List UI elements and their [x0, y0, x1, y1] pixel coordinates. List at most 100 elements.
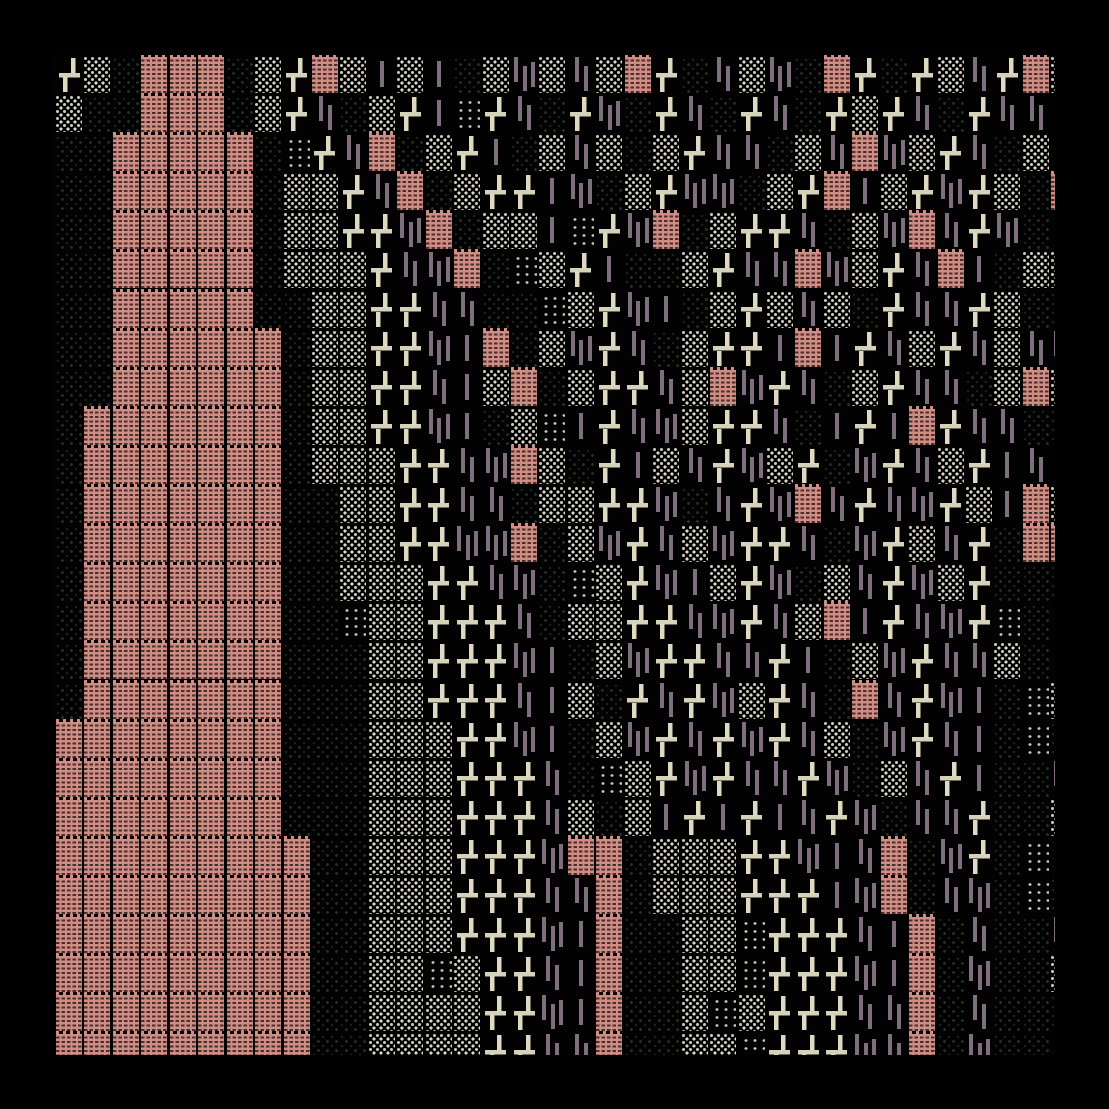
- tile-purple-dash-bars: [795, 369, 822, 406]
- tile-dark-dots: [624, 877, 651, 914]
- tile-pink-weave-block: [141, 640, 168, 680]
- tile-cream-cross-glyph: [454, 682, 481, 719]
- tile-cream-cross-glyph: [710, 721, 737, 758]
- tile-dark-dots: [1022, 565, 1049, 602]
- tile-purple-dash-bars: [823, 135, 850, 172]
- tile-dense-light-dots: [596, 721, 623, 758]
- tile-dark-dots: [823, 369, 850, 406]
- tile-dense-light-dots: [340, 291, 367, 328]
- tile-dark-dots: [994, 917, 1021, 954]
- tile-dense-light-dots: [624, 174, 651, 211]
- tile-pink-weave-block: [255, 366, 282, 406]
- tile-pink-weave-block: [169, 757, 196, 797]
- tile-purple-dash-bars: [1051, 213, 1055, 250]
- tile-cream-cross-glyph: [681, 682, 708, 719]
- tile-pink-weave-block: [795, 327, 822, 367]
- tile-pink-weave-block: [1022, 484, 1049, 524]
- tile-purple-dash-bars: [710, 174, 737, 211]
- tile-cream-cross-glyph: [795, 956, 822, 993]
- tile-dark-dots: [539, 369, 566, 406]
- tile-purple-dash-bars: [482, 487, 509, 524]
- tile-dense-light-dots: [482, 57, 509, 93]
- tile-pink-weave-block: [198, 523, 225, 563]
- tile-pink-weave-block: [112, 953, 139, 993]
- tile-dense-light-dots: [425, 917, 452, 954]
- tile-purple-dash-bars: [880, 135, 907, 172]
- tile-pink-weave-block: [56, 835, 82, 875]
- tile-purple-dash-bars: [738, 721, 765, 758]
- tile-pink-weave-block: [56, 1031, 82, 1055]
- tile-dense-light-dots: [368, 917, 395, 954]
- tile-sparse-light-dots: [1022, 877, 1049, 914]
- tile-cream-cross-glyph: [454, 877, 481, 914]
- tile-cream-cross-glyph: [738, 291, 765, 328]
- tile-purple-dash-bars: [937, 526, 964, 563]
- tile-dark-dots: [255, 174, 282, 211]
- tile-purple-dash-bars: [738, 447, 765, 484]
- tile-pink-weave-block: [823, 171, 850, 211]
- tile-dark-dots: [624, 995, 651, 1032]
- tile-cream-cross-glyph: [823, 96, 850, 133]
- tile-pink-weave-block: [112, 210, 139, 250]
- tile-pink-weave-block: [226, 640, 253, 680]
- tile-pink-weave-block: [169, 327, 196, 367]
- tile-dark-dots: [340, 721, 367, 758]
- tile-sparse-light-dots: [710, 995, 737, 1032]
- tile-cream-cross-glyph: [482, 799, 509, 836]
- tile-dark-dots: [1022, 1034, 1049, 1055]
- tile-pink-weave-block: [255, 1031, 282, 1055]
- tile-dense-light-dots: [653, 135, 680, 172]
- tile-dark-dots: [624, 917, 651, 954]
- tile-cream-cross-glyph: [823, 956, 850, 993]
- tile-dense-light-dots: [567, 604, 594, 641]
- tile-purple-dash-bars: [340, 135, 367, 172]
- tile-dense-light-dots: [311, 330, 338, 367]
- tile-cream-cross-glyph: [880, 447, 907, 484]
- tile-pink-weave-block: [198, 992, 225, 1032]
- tile-dark-dots: [795, 96, 822, 133]
- tile-dense-light-dots: [567, 526, 594, 563]
- tile-pink-weave-block: [112, 718, 139, 758]
- tile-pink-weave-block: [653, 210, 680, 250]
- tile-purple-dash-bars: [539, 1034, 566, 1055]
- tile-dark-dots: [1051, 721, 1055, 758]
- tile-dense-light-dots: [340, 252, 367, 289]
- tile-pink-weave-block: [112, 562, 139, 602]
- tile-pink-weave-block: [255, 992, 282, 1032]
- tile-cream-cross-glyph: [738, 799, 765, 836]
- tile-dark-dots: [909, 877, 936, 914]
- tile-dark-dots: [596, 799, 623, 836]
- tile-dark-dots: [966, 369, 992, 406]
- tile-pink-weave-block: [141, 171, 168, 211]
- tile-cream-cross-glyph: [397, 447, 424, 484]
- tile-dark-dots: [909, 838, 936, 875]
- tile-pink-weave-block: [226, 1031, 253, 1055]
- tile-dense-light-dots: [340, 526, 367, 563]
- tile-cream-cross-glyph: [454, 604, 481, 641]
- tile-dark-dots: [283, 330, 310, 367]
- tile-sparse-light-dots: [567, 213, 594, 250]
- tile-purple-dash-bars: [937, 604, 964, 641]
- tile-purple-dash-bars: [624, 721, 651, 758]
- tile-pink-weave-block: [311, 55, 338, 93]
- grid-row: [56, 249, 1055, 291]
- tile-dark-dots: [56, 369, 82, 406]
- tile-pink-weave-block: [198, 249, 225, 289]
- tile-pink-weave-block: [56, 796, 82, 836]
- tile-purple-dash-bars: [539, 995, 566, 1032]
- tile-pink-weave-block: [283, 1031, 310, 1055]
- tile-purple-dash-bars: [567, 57, 594, 93]
- tile-purple-dash-bars: [937, 721, 964, 758]
- tile-dark-dots: [653, 917, 680, 954]
- tile-dark-dots: [994, 721, 1021, 758]
- grid-row: [56, 757, 1055, 800]
- tile-dark-dots: [937, 917, 964, 954]
- tile-dense-light-dots: [397, 760, 424, 797]
- grid-row: [56, 210, 1055, 252]
- tile-cream-cross-glyph: [425, 487, 452, 524]
- tile-sparse-light-dots: [994, 604, 1021, 641]
- tile-pink-weave-block: [255, 640, 282, 680]
- tile-dark-dots: [823, 526, 850, 563]
- tile-dense-light-dots: [368, 682, 395, 719]
- tile-purple-dash-bars: [624, 291, 651, 328]
